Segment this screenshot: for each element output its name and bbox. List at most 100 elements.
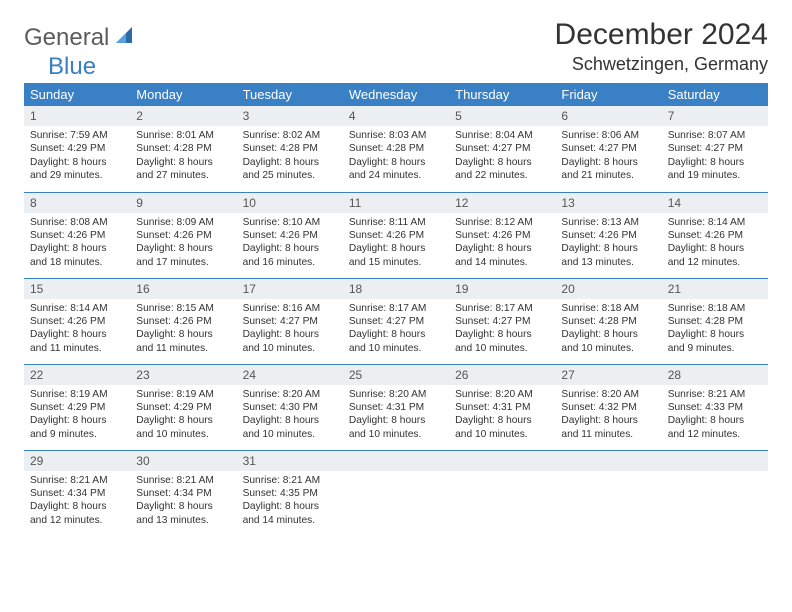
daylight-text: Daylight: 8 hours and 9 minutes.	[668, 328, 762, 355]
day-number	[662, 451, 768, 471]
day-number: 7	[662, 106, 768, 126]
calendar-cell: 28Sunrise: 8:21 AMSunset: 4:33 PMDayligh…	[662, 364, 768, 450]
day-number: 9	[130, 193, 236, 213]
daylight-text: Daylight: 8 hours and 12 minutes.	[30, 500, 124, 527]
day-number: 8	[24, 193, 130, 213]
sunset-text: Sunset: 4:27 PM	[455, 142, 549, 155]
day-number: 31	[237, 451, 343, 471]
sunset-text: Sunset: 4:34 PM	[30, 487, 124, 500]
calendar-table: Sunday Monday Tuesday Wednesday Thursday…	[24, 83, 768, 536]
sunrise-text: Sunrise: 8:14 AM	[30, 302, 124, 315]
calendar-cell: 29Sunrise: 8:21 AMSunset: 4:34 PMDayligh…	[24, 450, 130, 536]
daylight-text: Daylight: 8 hours and 16 minutes.	[243, 242, 337, 269]
day-details: Sunrise: 8:18 AMSunset: 4:28 PMDaylight:…	[555, 299, 661, 361]
day-details: Sunrise: 8:12 AMSunset: 4:26 PMDaylight:…	[449, 213, 555, 275]
day-details: Sunrise: 8:16 AMSunset: 4:27 PMDaylight:…	[237, 299, 343, 361]
day-details: Sunrise: 8:02 AMSunset: 4:28 PMDaylight:…	[237, 126, 343, 188]
daylight-text: Daylight: 8 hours and 17 minutes.	[136, 242, 230, 269]
sunset-text: Sunset: 4:26 PM	[668, 229, 762, 242]
daylight-text: Daylight: 8 hours and 18 minutes.	[30, 242, 124, 269]
dayname-thu: Thursday	[449, 83, 555, 106]
calendar-cell: 31Sunrise: 8:21 AMSunset: 4:35 PMDayligh…	[237, 450, 343, 536]
day-details: Sunrise: 8:06 AMSunset: 4:27 PMDaylight:…	[555, 126, 661, 188]
calendar-cell	[449, 450, 555, 536]
day-number: 15	[24, 279, 130, 299]
sunrise-text: Sunrise: 8:06 AM	[561, 129, 655, 142]
sunset-text: Sunset: 4:31 PM	[349, 401, 443, 414]
calendar-cell: 8Sunrise: 8:08 AMSunset: 4:26 PMDaylight…	[24, 192, 130, 278]
calendar-cell: 17Sunrise: 8:16 AMSunset: 4:27 PMDayligh…	[237, 278, 343, 364]
sunrise-text: Sunrise: 8:20 AM	[455, 388, 549, 401]
daylight-text: Daylight: 8 hours and 11 minutes.	[561, 414, 655, 441]
daylight-text: Daylight: 8 hours and 9 minutes.	[30, 414, 124, 441]
day-number: 12	[449, 193, 555, 213]
day-details: Sunrise: 8:13 AMSunset: 4:26 PMDaylight:…	[555, 213, 661, 275]
daylight-text: Daylight: 8 hours and 10 minutes.	[243, 414, 337, 441]
day-number: 20	[555, 279, 661, 299]
day-number: 11	[343, 193, 449, 213]
calendar-cell: 5Sunrise: 8:04 AMSunset: 4:27 PMDaylight…	[449, 106, 555, 192]
sunrise-text: Sunrise: 8:13 AM	[561, 216, 655, 229]
calendar-cell	[662, 450, 768, 536]
calendar-cell: 10Sunrise: 8:10 AMSunset: 4:26 PMDayligh…	[237, 192, 343, 278]
day-number: 28	[662, 365, 768, 385]
calendar-cell: 24Sunrise: 8:20 AMSunset: 4:30 PMDayligh…	[237, 364, 343, 450]
sunset-text: Sunset: 4:27 PM	[243, 315, 337, 328]
calendar-cell: 13Sunrise: 8:13 AMSunset: 4:26 PMDayligh…	[555, 192, 661, 278]
daylight-text: Daylight: 8 hours and 19 minutes.	[668, 156, 762, 183]
calendar-cell: 12Sunrise: 8:12 AMSunset: 4:26 PMDayligh…	[449, 192, 555, 278]
day-number: 23	[130, 365, 236, 385]
sunset-text: Sunset: 4:34 PM	[136, 487, 230, 500]
day-number: 18	[343, 279, 449, 299]
calendar-cell: 9Sunrise: 8:09 AMSunset: 4:26 PMDaylight…	[130, 192, 236, 278]
calendar-week: 29Sunrise: 8:21 AMSunset: 4:34 PMDayligh…	[24, 450, 768, 536]
calendar-cell: 6Sunrise: 8:06 AMSunset: 4:27 PMDaylight…	[555, 106, 661, 192]
day-number	[343, 451, 449, 471]
sunrise-text: Sunrise: 8:18 AM	[668, 302, 762, 315]
calendar-cell: 7Sunrise: 8:07 AMSunset: 4:27 PMDaylight…	[662, 106, 768, 192]
day-number: 21	[662, 279, 768, 299]
sunrise-text: Sunrise: 8:08 AM	[30, 216, 124, 229]
dayname-mon: Monday	[130, 83, 236, 106]
day-number: 5	[449, 106, 555, 126]
day-details: Sunrise: 8:01 AMSunset: 4:28 PMDaylight:…	[130, 126, 236, 188]
day-details: Sunrise: 8:21 AMSunset: 4:35 PMDaylight:…	[237, 471, 343, 533]
dayname-sat: Saturday	[662, 83, 768, 106]
sunrise-text: Sunrise: 8:01 AM	[136, 129, 230, 142]
daylight-text: Daylight: 8 hours and 13 minutes.	[136, 500, 230, 527]
calendar-week: 15Sunrise: 8:14 AMSunset: 4:26 PMDayligh…	[24, 278, 768, 364]
day-details: Sunrise: 8:08 AMSunset: 4:26 PMDaylight:…	[24, 213, 130, 275]
calendar-cell: 21Sunrise: 8:18 AMSunset: 4:28 PMDayligh…	[662, 278, 768, 364]
sunrise-text: Sunrise: 8:17 AM	[455, 302, 549, 315]
sunrise-text: Sunrise: 8:20 AM	[243, 388, 337, 401]
day-details: Sunrise: 8:21 AMSunset: 4:33 PMDaylight:…	[662, 385, 768, 447]
sunset-text: Sunset: 4:26 PM	[30, 315, 124, 328]
brand-word-1: General	[24, 24, 109, 52]
day-number: 26	[449, 365, 555, 385]
daylight-text: Daylight: 8 hours and 13 minutes.	[561, 242, 655, 269]
day-details: Sunrise: 8:17 AMSunset: 4:27 PMDaylight:…	[343, 299, 449, 361]
sunset-text: Sunset: 4:32 PM	[561, 401, 655, 414]
sunset-text: Sunset: 4:26 PM	[30, 229, 124, 242]
title-block: December 2024 Schwetzingen, Germany	[555, 18, 768, 75]
sunrise-text: Sunrise: 8:02 AM	[243, 129, 337, 142]
dayname-row: Sunday Monday Tuesday Wednesday Thursday…	[24, 83, 768, 106]
day-number: 4	[343, 106, 449, 126]
day-details: Sunrise: 8:11 AMSunset: 4:26 PMDaylight:…	[343, 213, 449, 275]
brand-word-2: Blue	[48, 53, 96, 81]
sunset-text: Sunset: 4:28 PM	[136, 142, 230, 155]
sunset-text: Sunset: 4:29 PM	[136, 401, 230, 414]
calendar-cell: 14Sunrise: 8:14 AMSunset: 4:26 PMDayligh…	[662, 192, 768, 278]
sunset-text: Sunset: 4:26 PM	[349, 229, 443, 242]
sunset-text: Sunset: 4:26 PM	[561, 229, 655, 242]
day-details: Sunrise: 8:15 AMSunset: 4:26 PMDaylight:…	[130, 299, 236, 361]
sunset-text: Sunset: 4:28 PM	[561, 315, 655, 328]
sunset-text: Sunset: 4:26 PM	[136, 315, 230, 328]
day-number: 1	[24, 106, 130, 126]
sunrise-text: Sunrise: 8:04 AM	[455, 129, 549, 142]
daylight-text: Daylight: 8 hours and 15 minutes.	[349, 242, 443, 269]
day-details: Sunrise: 8:20 AMSunset: 4:31 PMDaylight:…	[343, 385, 449, 447]
calendar-cell: 15Sunrise: 8:14 AMSunset: 4:26 PMDayligh…	[24, 278, 130, 364]
daylight-text: Daylight: 8 hours and 12 minutes.	[668, 242, 762, 269]
day-number	[449, 451, 555, 471]
